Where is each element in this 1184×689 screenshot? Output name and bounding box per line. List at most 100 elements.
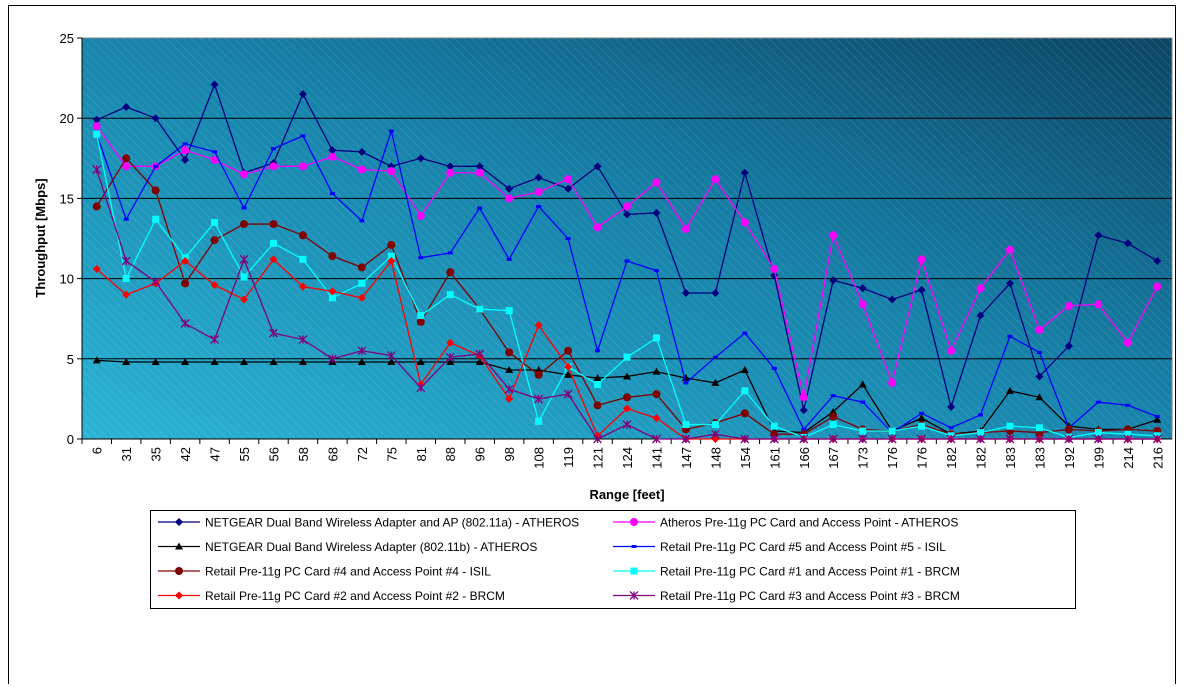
series <box>92 165 1162 444</box>
point <box>241 206 247 210</box>
point <box>416 358 425 366</box>
point <box>153 164 159 168</box>
point <box>298 358 307 366</box>
point <box>712 355 718 359</box>
x-tick-label: 6 <box>90 447 105 454</box>
point <box>623 404 631 413</box>
point <box>122 154 131 163</box>
point <box>1123 239 1132 248</box>
x-tick-label: 108 <box>532 447 547 469</box>
point <box>1125 403 1131 407</box>
point <box>947 402 956 411</box>
point <box>299 255 307 263</box>
point <box>563 389 573 399</box>
x-tick-label: 47 <box>208 447 223 461</box>
point <box>240 170 249 179</box>
point <box>623 353 631 361</box>
point <box>710 429 720 439</box>
point <box>388 129 394 133</box>
x-tick-label: 75 <box>384 447 399 461</box>
x-tick-label: 173 <box>856 447 871 469</box>
point <box>683 381 689 385</box>
point <box>475 358 484 366</box>
point <box>860 400 866 404</box>
point <box>357 147 366 156</box>
point <box>829 421 837 429</box>
x-tick-label: 176 <box>915 447 930 469</box>
point <box>92 122 101 131</box>
legend-label: Retail Pre-11g PC Card #4 and Access Poi… <box>205 565 491 579</box>
x-tick-label: 183 <box>1003 447 1018 469</box>
point <box>327 354 337 364</box>
point <box>475 168 484 177</box>
legend-label: Retail Pre-11g PC Card #3 and Access Poi… <box>660 589 960 603</box>
point <box>1153 282 1162 291</box>
point <box>742 331 748 335</box>
point <box>888 427 896 435</box>
point <box>269 358 278 366</box>
point <box>740 168 749 177</box>
point <box>505 348 514 357</box>
point <box>536 204 542 208</box>
point <box>269 220 278 229</box>
point <box>564 346 573 355</box>
x-tick-label: 81 <box>414 447 429 461</box>
x-tick-label: 147 <box>679 447 694 469</box>
point <box>476 305 484 313</box>
y-tick-label: 10 <box>60 272 74 287</box>
legend-box <box>150 510 1076 609</box>
point <box>446 338 455 347</box>
point <box>829 231 838 240</box>
point <box>652 208 661 217</box>
point <box>947 346 956 355</box>
point <box>1005 245 1014 254</box>
point <box>298 162 307 171</box>
point <box>504 384 514 394</box>
point <box>447 251 453 255</box>
point <box>887 434 897 444</box>
point <box>593 374 602 382</box>
point <box>211 218 219 226</box>
point <box>386 351 396 361</box>
point <box>652 367 661 375</box>
point <box>1035 424 1043 432</box>
x-tick-label: 166 <box>797 447 812 469</box>
point <box>210 335 220 345</box>
point <box>799 406 808 415</box>
series <box>92 122 1162 402</box>
point <box>1093 434 1103 444</box>
point <box>181 155 190 164</box>
point <box>92 202 101 211</box>
point <box>919 411 925 415</box>
point <box>182 142 188 146</box>
point <box>1094 231 1103 240</box>
point <box>1034 434 1044 444</box>
point <box>239 254 249 264</box>
point <box>446 268 455 277</box>
point <box>564 175 573 184</box>
point <box>92 115 101 124</box>
point <box>445 352 455 362</box>
point <box>829 276 838 285</box>
point <box>1005 434 1015 444</box>
point <box>387 256 396 265</box>
point <box>1064 425 1073 434</box>
point <box>564 362 573 371</box>
x-tick-label: 148 <box>708 447 723 469</box>
point <box>888 295 897 304</box>
point <box>829 412 838 421</box>
point <box>298 282 307 291</box>
point <box>175 567 183 575</box>
point <box>652 390 661 399</box>
point <box>357 358 366 366</box>
point <box>917 285 926 294</box>
point <box>240 295 249 304</box>
point <box>151 186 160 195</box>
point <box>948 426 954 430</box>
point <box>181 256 190 265</box>
point <box>1064 434 1074 444</box>
point <box>506 257 512 261</box>
point <box>623 202 631 211</box>
point <box>151 277 161 287</box>
y-tick-label: 20 <box>60 111 74 126</box>
